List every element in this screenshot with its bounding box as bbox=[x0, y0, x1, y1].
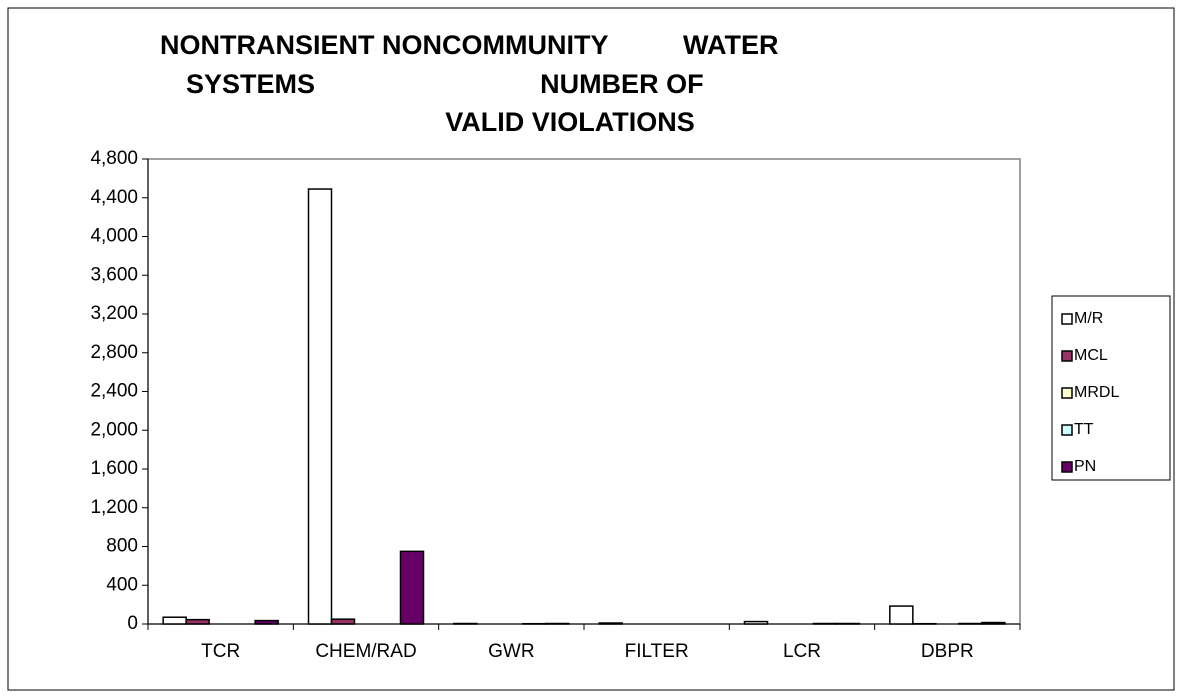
chart-title: VALID VIOLATIONS bbox=[445, 107, 695, 137]
chart-title: SYSTEMS NUMBER OF bbox=[186, 69, 704, 99]
y-tick-label: 400 bbox=[106, 574, 138, 595]
x-tick-label: TCR bbox=[201, 641, 240, 662]
x-tick-label: FILTER bbox=[625, 641, 689, 662]
bar bbox=[598, 622, 623, 625]
x-tick-label: GWR bbox=[488, 641, 534, 662]
legend-label: MRDL bbox=[1074, 384, 1119, 401]
bar bbox=[254, 619, 279, 625]
legend-swatch bbox=[1061, 461, 1073, 473]
y-tick-label: 2,800 bbox=[90, 342, 138, 363]
legend-label: PN bbox=[1074, 458, 1096, 475]
bar bbox=[889, 605, 914, 625]
bar bbox=[162, 616, 187, 625]
y-tick-label: 0 bbox=[127, 613, 138, 634]
legend-swatch bbox=[1061, 387, 1073, 399]
legend-swatch bbox=[1061, 350, 1073, 362]
chart-title: NONTRANSIENT NONCOMMUNITY WATER bbox=[160, 30, 779, 60]
y-tick-label: 800 bbox=[106, 536, 138, 557]
legend-label: M/R bbox=[1074, 310, 1103, 327]
x-tick-label: DBPR bbox=[921, 641, 974, 662]
y-tick-label: 1,600 bbox=[90, 458, 138, 479]
legend-label: TT bbox=[1074, 421, 1094, 438]
x-tick-label: LCR bbox=[783, 641, 821, 662]
y-tick-label: 3,200 bbox=[90, 303, 138, 324]
bar bbox=[743, 620, 769, 625]
y-tick-label: 1,200 bbox=[90, 497, 138, 518]
legend-label: MCL bbox=[1074, 347, 1108, 364]
bar bbox=[399, 550, 425, 625]
legend-swatch bbox=[1061, 424, 1073, 436]
bar bbox=[185, 618, 210, 625]
y-tick-label: 2,400 bbox=[90, 381, 138, 402]
y-tick-label: 4,000 bbox=[90, 226, 138, 247]
plot-area bbox=[147, 158, 1021, 625]
legend-swatch bbox=[1061, 313, 1073, 325]
bar bbox=[981, 621, 1006, 625]
bar bbox=[307, 188, 333, 625]
bar bbox=[330, 618, 356, 625]
y-tick-label: 4,400 bbox=[90, 187, 138, 208]
y-tick-label: 4,800 bbox=[90, 148, 138, 169]
y-tick-label: 2,000 bbox=[90, 419, 138, 440]
x-tick-label: CHEM/RAD bbox=[315, 641, 416, 662]
y-tick-label: 3,600 bbox=[90, 264, 138, 285]
